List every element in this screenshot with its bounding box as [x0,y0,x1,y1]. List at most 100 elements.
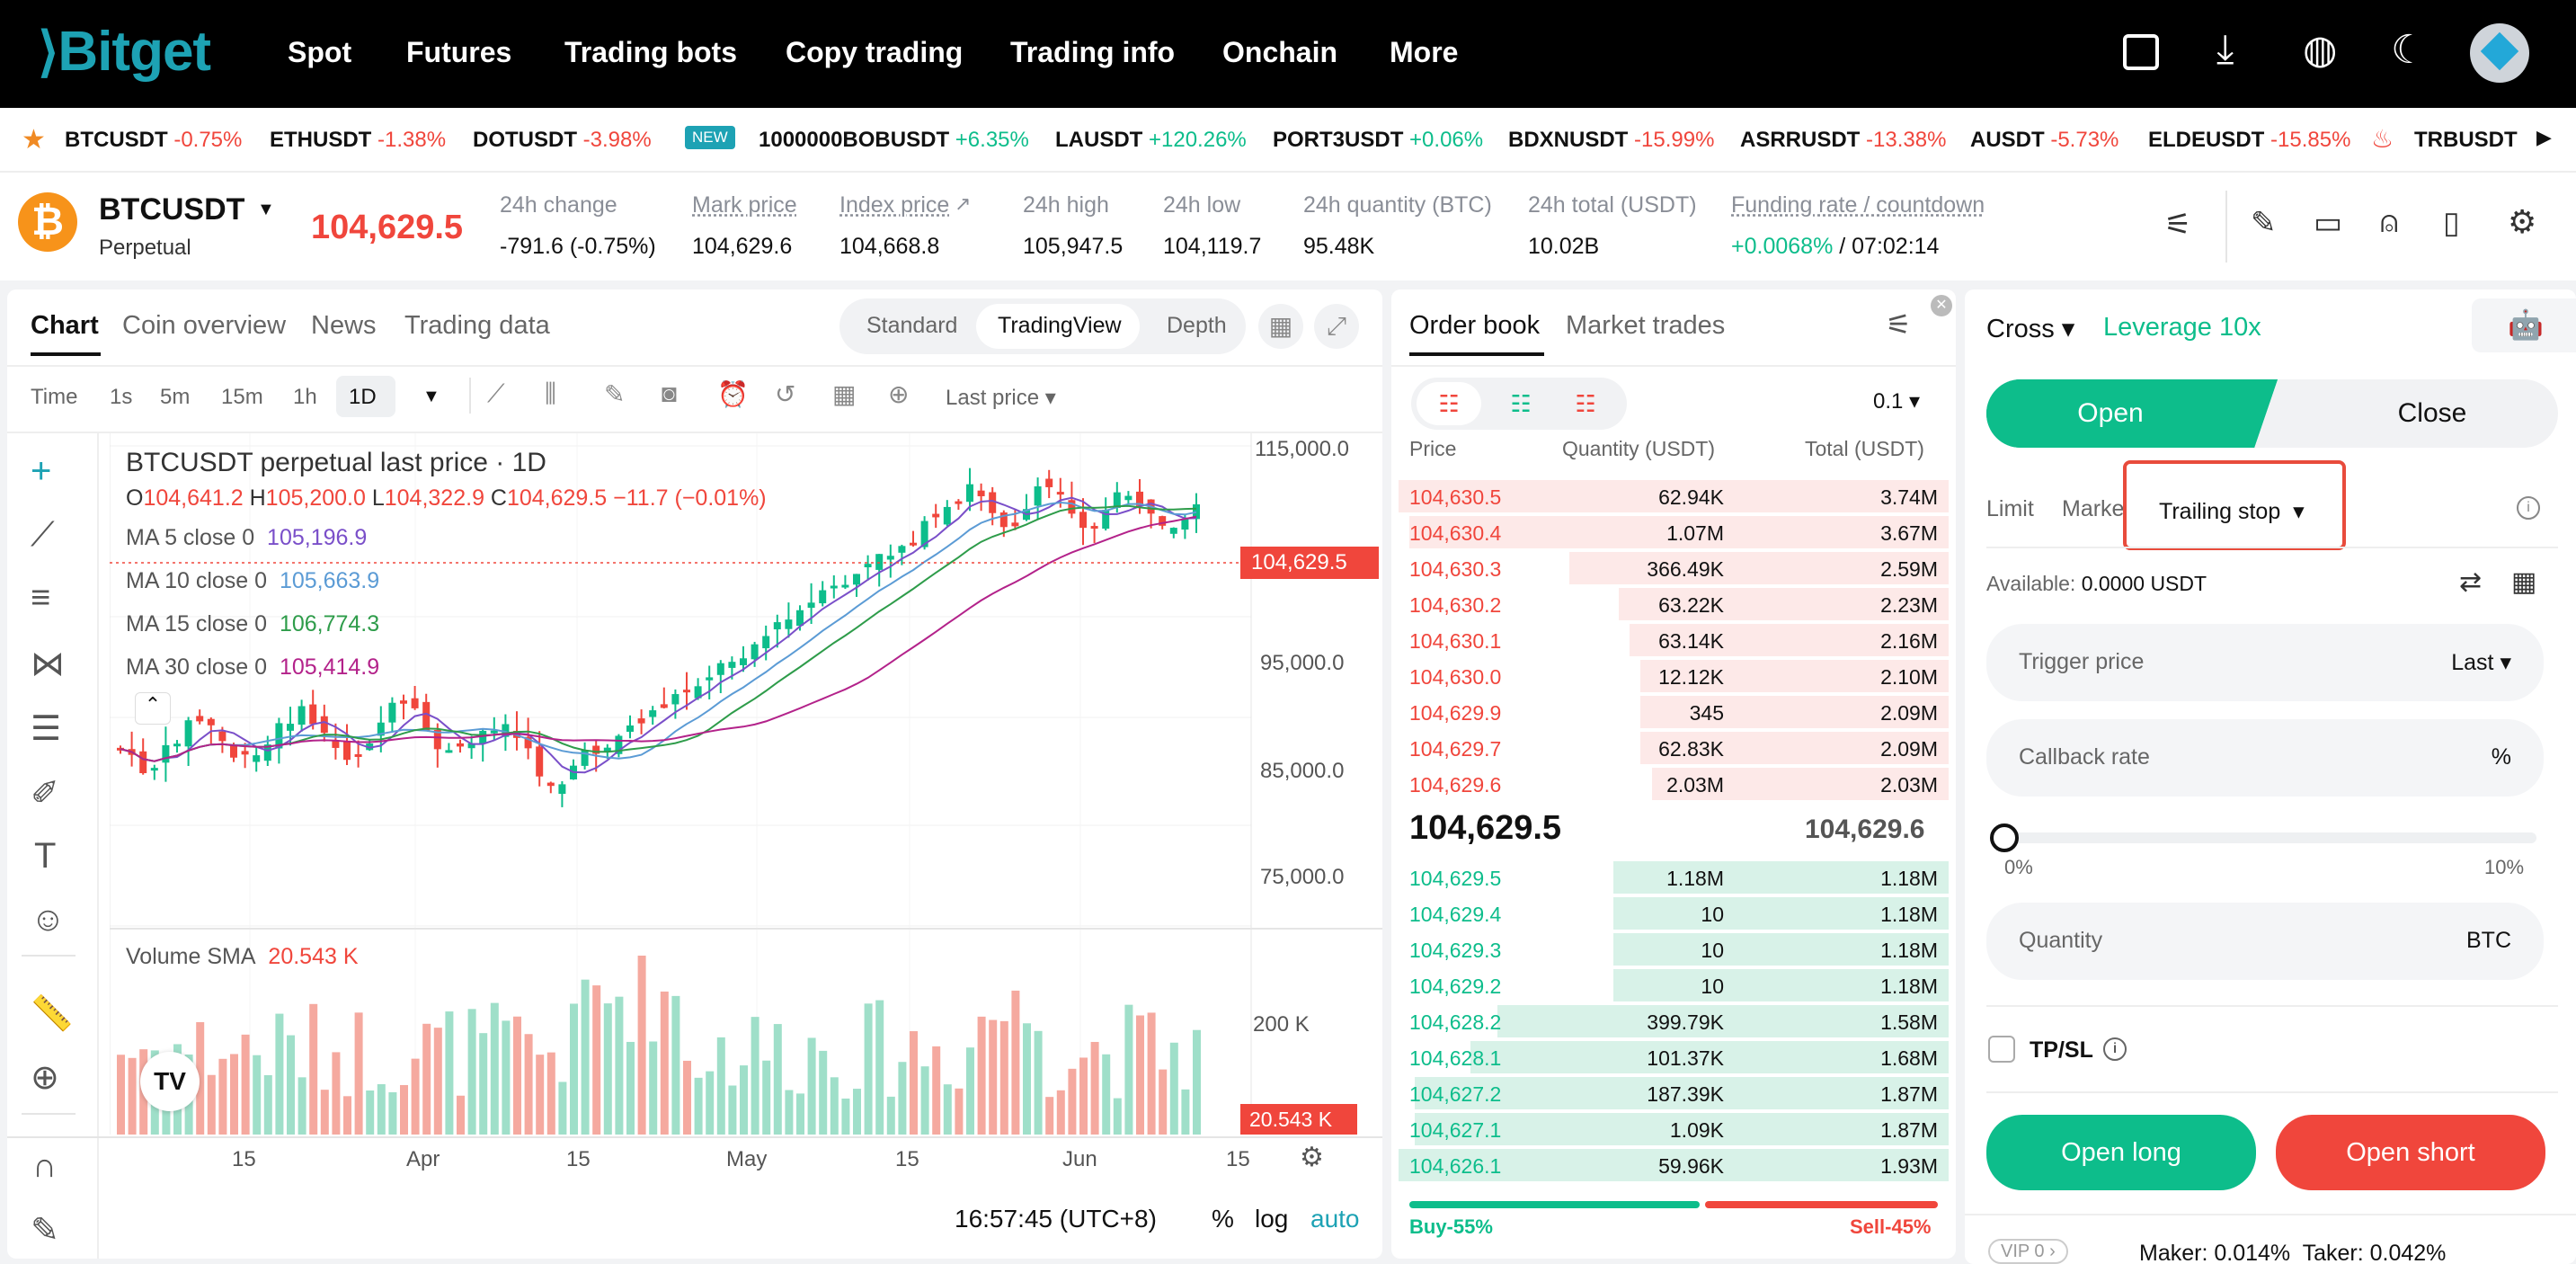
ticker-item[interactable]: PORT3USDT +0.06% [1273,128,1484,152]
ticker-item[interactable]: BTCUSDT -0.75% [65,128,243,152]
ask-row[interactable]: 104,629.9 345 2.09M [1399,694,1949,730]
ask-row[interactable]: 104,630.1 63.14K 2.16M [1399,622,1949,658]
candle-type-icon[interactable]: ⫼ [545,379,556,407]
order-type-market[interactable]: Marke [2062,496,2125,521]
symbol-dropdown-icon[interactable]: ▼ [257,200,275,219]
notes-icon[interactable]: ✎ [2251,206,2277,240]
ticker-item[interactable]: 1000000BOBUSDT +6.35% [759,128,1029,152]
fib-icon[interactable]: ☰ [31,710,62,748]
bid-row[interactable]: 104,629.5 1.18M 1.18M [1399,859,1949,895]
globe-icon[interactable]: ◍ [2303,28,2338,72]
view-tradingview[interactable]: TradingView [998,313,1122,338]
both-sides-icon[interactable]: ☷ [1417,382,1481,425]
ask-row[interactable]: 104,630.0 12.12K 2.10M [1399,658,1949,694]
trendline-icon[interactable]: ⟋ [31,516,55,554]
horizontal-lines-icon[interactable]: ≡ [31,579,51,617]
tradingview-logo-icon[interactable]: TV [140,1052,200,1111]
close-icon[interactable]: ✕ [1931,295,1952,316]
tab-chart[interactable]: Chart [31,311,99,340]
order-type-trailing-stop[interactable]: Trailing stop ▾ [2123,460,2346,550]
crosshair-icon[interactable]: + [31,451,52,491]
bid-row[interactable]: 104,629.2 10 1.18M [1399,967,1949,1003]
favorite-star-icon[interactable]: ★ [22,125,46,155]
view-depth[interactable]: Depth [1167,313,1227,338]
ask-row[interactable]: 104,629.7 62.83K 2.09M [1399,730,1949,766]
ask-row[interactable]: 104,630.2 63.22K 2.23M [1399,586,1949,622]
ticker-item[interactable]: TRBUSDT [2414,128,2518,152]
bot-tab[interactable]: 🤖 [2472,298,2576,352]
open-short-button[interactable]: Open short [2276,1115,2545,1190]
text-tool-icon[interactable]: T [34,836,57,876]
bid-row[interactable]: 104,628.1 101.37K 1.68M [1399,1039,1949,1075]
emoji-icon[interactable]: ☺ [31,901,66,939]
quantity-input[interactable]: Quantity BTC [1986,903,2544,980]
tab-order-book[interactable]: Order book [1409,311,1541,340]
transfer-icon[interactable]: ⇄ [2459,567,2483,597]
stat-label[interactable]: Mark price [692,192,797,218]
index-link-icon[interactable]: ↗ [955,192,972,215]
alarm-clock-icon[interactable]: ⏰ [717,380,749,408]
scale-log[interactable]: log [1255,1205,1289,1233]
asks-only-icon[interactable]: ☷ [1575,390,1596,417]
interval-15m[interactable]: 15m [221,385,263,409]
bids-only-icon[interactable]: ☷ [1510,390,1532,417]
nav-trading-bots[interactable]: Trading bots [564,36,737,68]
guide-book-icon[interactable]: ▯ [2443,206,2460,240]
magnet-icon[interactable]: ∩ [32,1147,58,1185]
nav-more[interactable]: More [1390,36,1459,68]
fullscreen-icon[interactable]: ⤢ [1314,304,1359,349]
tab-market-trades[interactable]: Market trades [1566,311,1726,340]
ticker-item[interactable]: ELDEUSDT -15.85% [2148,128,2351,152]
pen-edit-icon[interactable]: ✎ [31,1212,59,1250]
interval-5m[interactable]: 5m [160,385,191,409]
camera-icon[interactable]: ◙ [662,379,677,407]
add-circle-icon[interactable]: ⊕ [888,380,910,408]
interval-1h[interactable]: 1h [293,385,317,409]
bid-row[interactable]: 104,626.1 59.96K 1.93M [1399,1147,1949,1183]
ticker-item[interactable]: ETHUSDT -1.38% [270,128,447,152]
bid-row[interactable]: 104,628.2 399.79K 1.58M [1399,1003,1949,1039]
precision-select[interactable]: 0.1 ▾ [1873,389,1921,414]
bid-row[interactable]: 104,629.4 10 1.18M [1399,895,1949,931]
brush-icon[interactable]: ✐ [31,775,59,813]
nav-futures[interactable]: Futures [406,36,512,68]
bid-row[interactable]: 104,629.3 10 1.18M [1399,931,1949,967]
callback-slider-handle[interactable] [1990,823,2019,852]
avatar[interactable] [2470,23,2529,83]
order-type-limit[interactable]: Limit [1986,496,2034,521]
callback-rate-input[interactable]: Callback rate % [1986,719,2544,797]
wallet-icon[interactable] [2123,34,2159,70]
interval-more-icon[interactable]: ▼ [422,387,440,406]
gear-icon[interactable]: ⚙ [2508,203,2537,240]
symbol-name[interactable]: BTCUSDT [99,192,245,227]
nav-copy-trading[interactable]: Copy trading [786,36,964,68]
chart-settings-icon[interactable]: ⚙ [1300,1143,1324,1172]
bid-row[interactable]: 104,627.1 1.09K 1.87M [1399,1111,1949,1147]
nav-spot[interactable]: Spot [288,36,352,68]
ticker-item[interactable]: BDXNUSDT -15.99% [1508,128,1715,152]
tab-coin-overview[interactable]: Coin overview [122,311,287,340]
stat-label[interactable]: Funding rate / countdown [1731,192,1985,218]
vip-badge[interactable]: VIP 0 › [1988,1239,2068,1264]
collapse-legend-icon[interactable]: ⌃ [135,692,171,725]
download-icon[interactable]: ⤓ [2216,27,2234,71]
calculator-icon[interactable]: ▦ [2511,567,2537,597]
settings-sliders-icon[interactable]: ⚟ [2164,208,2192,242]
calendar-icon[interactable]: ▦ [832,380,857,408]
interval-1d[interactable]: 1D [349,385,377,409]
ticker-item[interactable]: AUSDT -5.73% [1970,128,2119,152]
tab-trading-data[interactable]: Trading data [404,311,550,340]
view-standard[interactable]: Standard [866,313,958,338]
alert-bell-icon[interactable]: ⍝ [2380,205,2399,239]
grid-layout-icon[interactable]: ▦ [1258,304,1303,349]
ticker-item[interactable]: DOTUSDT -3.98% [473,128,652,152]
scroll-right-icon[interactable]: ▶ [2536,126,2552,148]
tpsl-info-icon[interactable]: i [2103,1037,2127,1061]
indicator-line-icon[interactable]: ⟋ [487,379,505,407]
open-tab[interactable]: Open [2077,398,2144,428]
scale-percent[interactable]: % [1212,1205,1234,1233]
interval-time[interactable]: Time [31,385,78,409]
ask-row[interactable]: 104,630.3 366.49K 2.59M [1399,550,1949,586]
close-tab[interactable]: Close [2397,398,2467,428]
coupon-icon[interactable]: ▭ [2314,206,2343,240]
